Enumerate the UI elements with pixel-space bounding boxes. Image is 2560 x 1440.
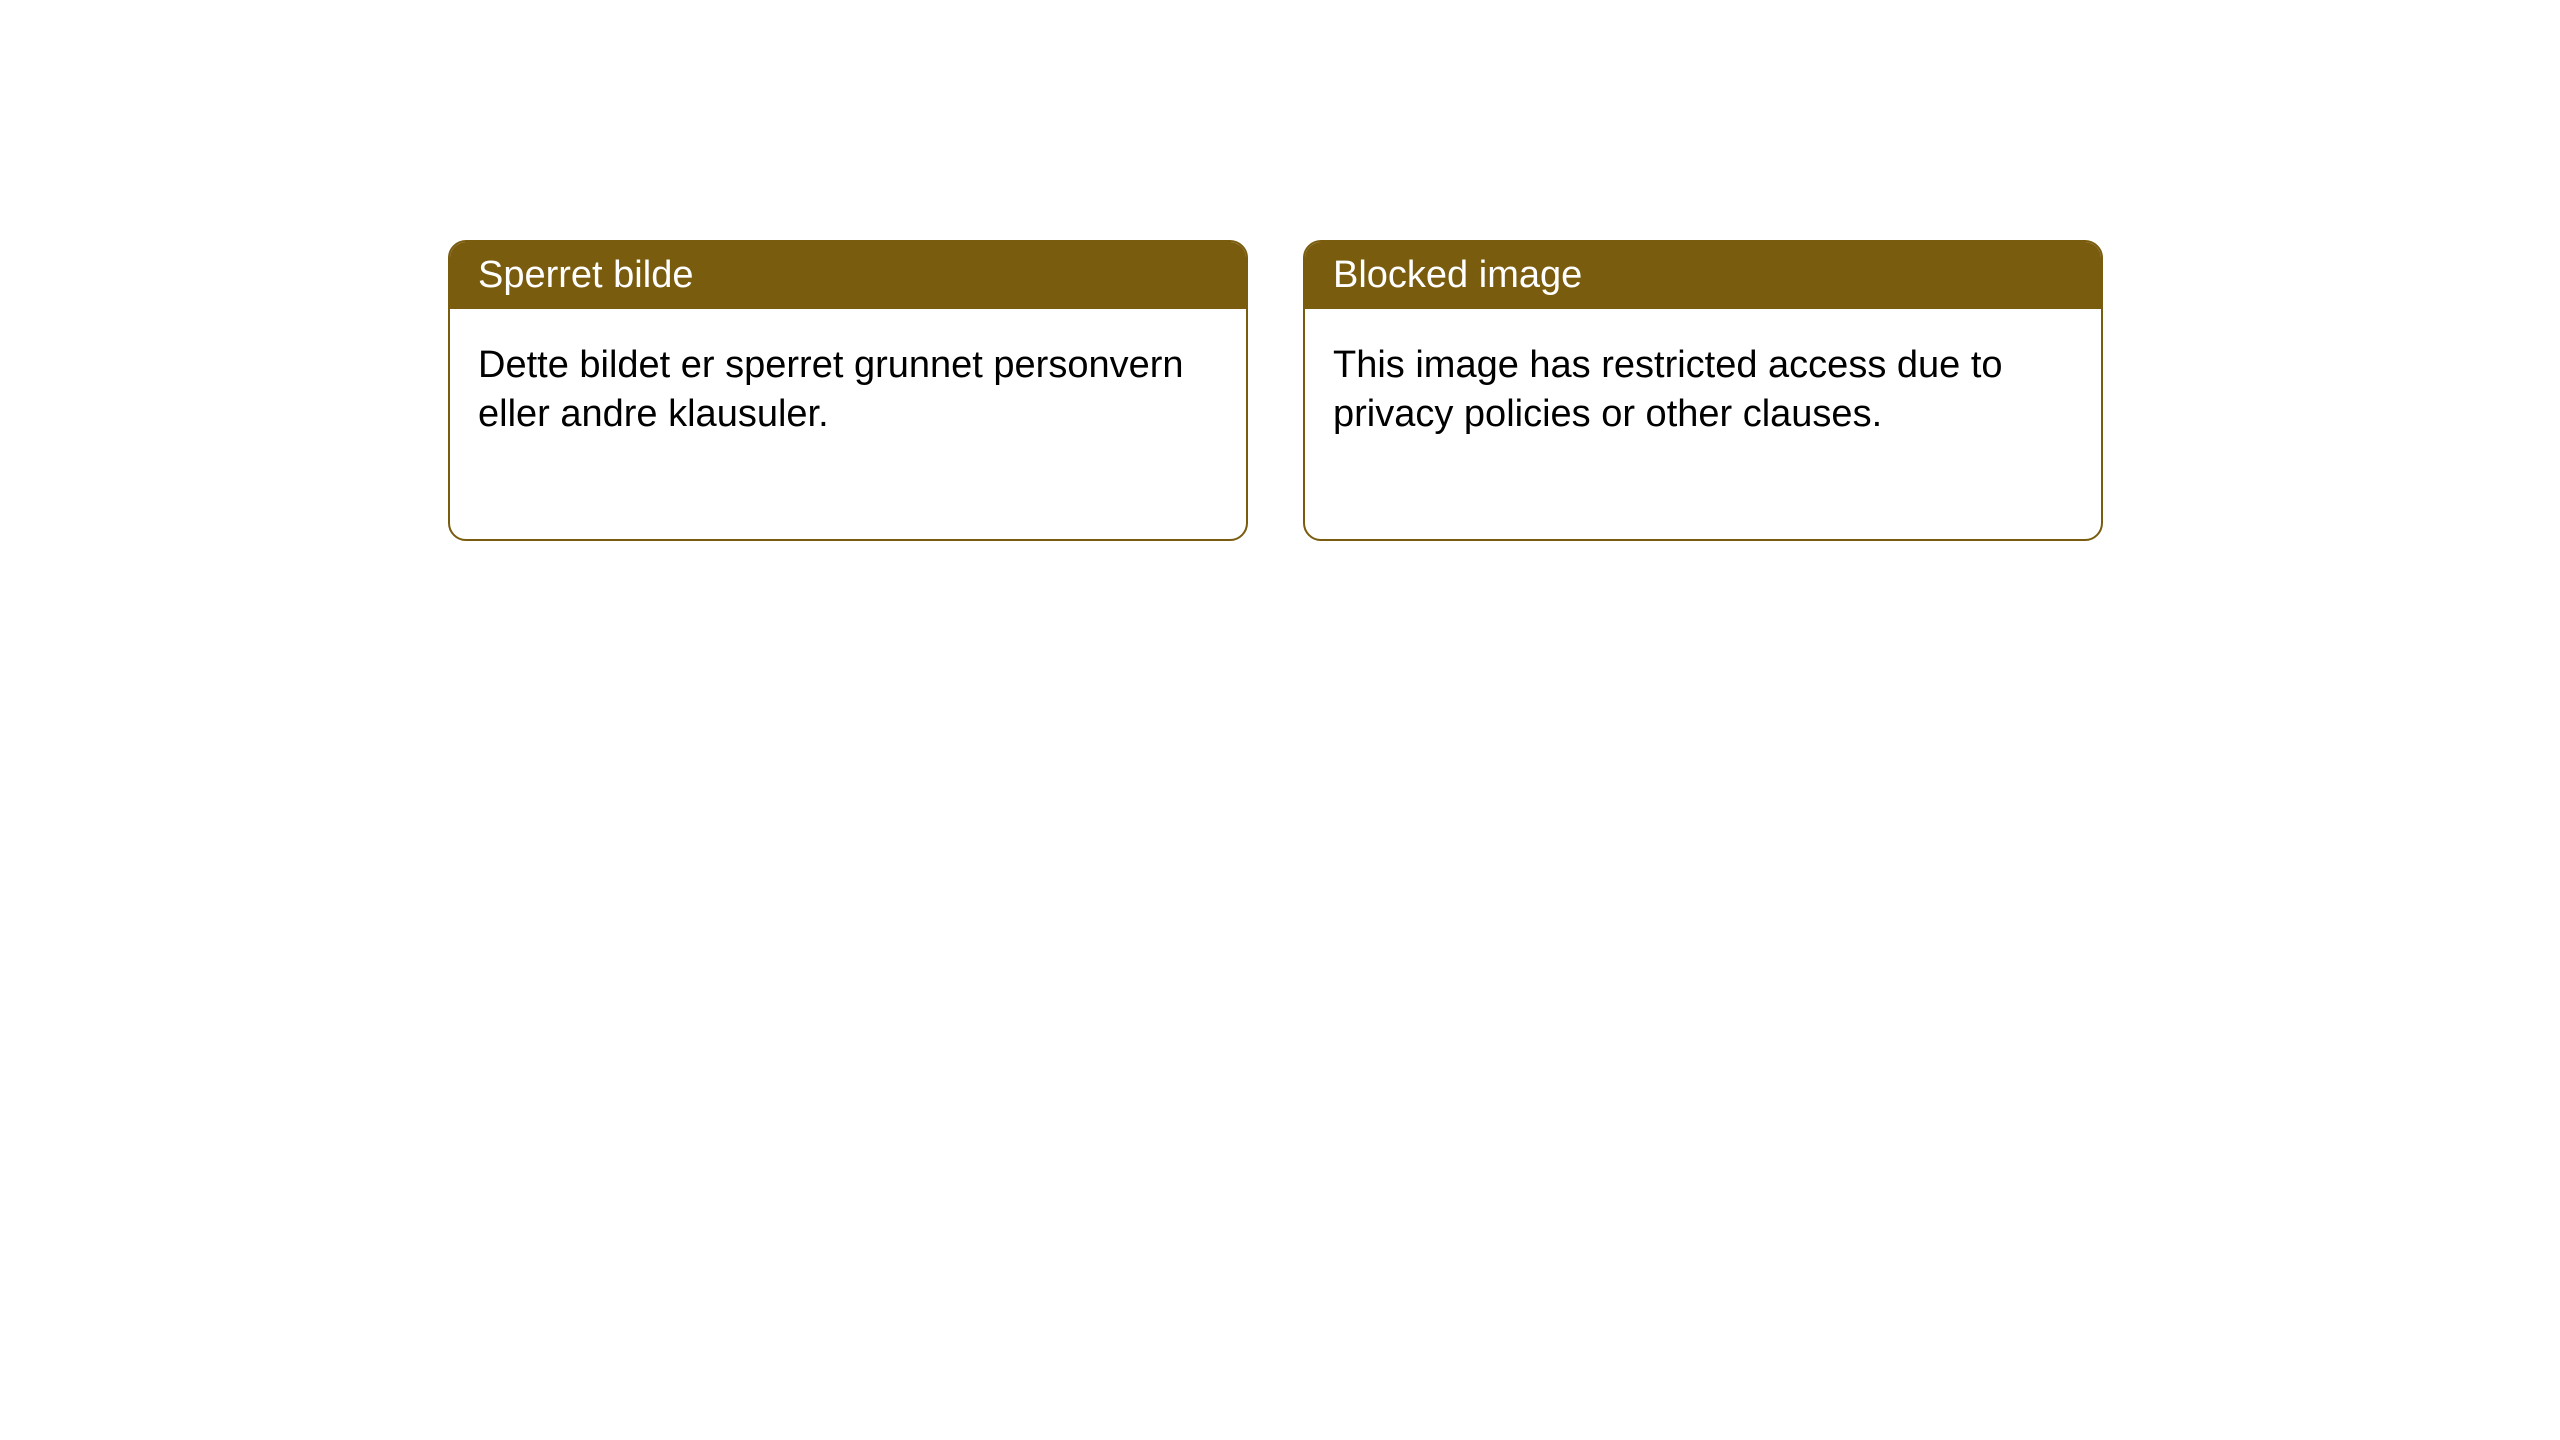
card-body: Dette bildet er sperret grunnet personve… [450,309,1246,539]
card-title: Blocked image [1333,254,1582,296]
card-header: Sperret bilde [450,242,1246,309]
card-title: Sperret bilde [478,254,693,296]
cards-container: Sperret bilde Dette bildet er sperret gr… [448,240,2560,541]
card-body-text: This image has restricted access due to … [1333,344,2003,435]
blocked-image-card-en: Blocked image This image has restricted … [1303,240,2103,541]
card-header: Blocked image [1305,242,2101,309]
blocked-image-card-no: Sperret bilde Dette bildet er sperret gr… [448,240,1248,541]
card-body-text: Dette bildet er sperret grunnet personve… [478,344,1184,435]
card-body: This image has restricted access due to … [1305,309,2101,539]
